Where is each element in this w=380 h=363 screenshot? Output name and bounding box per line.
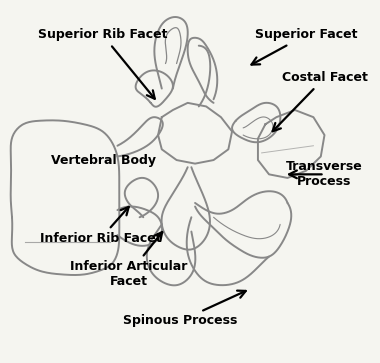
Text: Superior Rib Facet: Superior Rib Facet <box>38 28 167 99</box>
Text: Costal Facet: Costal Facet <box>273 72 367 131</box>
Text: Inferior Rib Facet: Inferior Rib Facet <box>40 207 162 245</box>
Text: Superior Facet: Superior Facet <box>252 28 357 65</box>
Text: Vertebral Body: Vertebral Body <box>51 154 156 167</box>
Text: Spinous Process: Spinous Process <box>123 291 246 327</box>
Text: Inferior Articular
Facet: Inferior Articular Facet <box>70 232 187 289</box>
Text: Transverse
Process: Transverse Process <box>286 160 363 188</box>
